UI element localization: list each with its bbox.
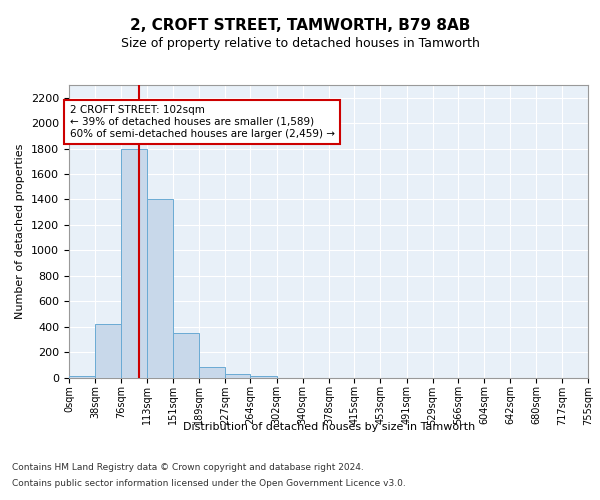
Bar bbox=[173, 333, 199, 378]
Text: Contains public sector information licensed under the Open Government Licence v3: Contains public sector information licen… bbox=[12, 478, 406, 488]
Bar bbox=[225, 374, 250, 378]
Text: Distribution of detached houses by size in Tamworth: Distribution of detached houses by size … bbox=[182, 422, 475, 432]
Bar bbox=[121, 148, 146, 378]
Bar bbox=[146, 200, 173, 378]
Bar bbox=[250, 376, 277, 378]
Bar bbox=[199, 368, 225, 378]
Y-axis label: Number of detached properties: Number of detached properties bbox=[16, 144, 25, 319]
Bar bbox=[69, 376, 95, 378]
Text: Contains HM Land Registry data © Crown copyright and database right 2024.: Contains HM Land Registry data © Crown c… bbox=[12, 462, 364, 471]
Text: 2, CROFT STREET, TAMWORTH, B79 8AB: 2, CROFT STREET, TAMWORTH, B79 8AB bbox=[130, 18, 470, 32]
Bar bbox=[95, 324, 121, 378]
Text: Size of property relative to detached houses in Tamworth: Size of property relative to detached ho… bbox=[121, 38, 479, 51]
Text: 2 CROFT STREET: 102sqm
← 39% of detached houses are smaller (1,589)
60% of semi-: 2 CROFT STREET: 102sqm ← 39% of detached… bbox=[70, 106, 335, 138]
